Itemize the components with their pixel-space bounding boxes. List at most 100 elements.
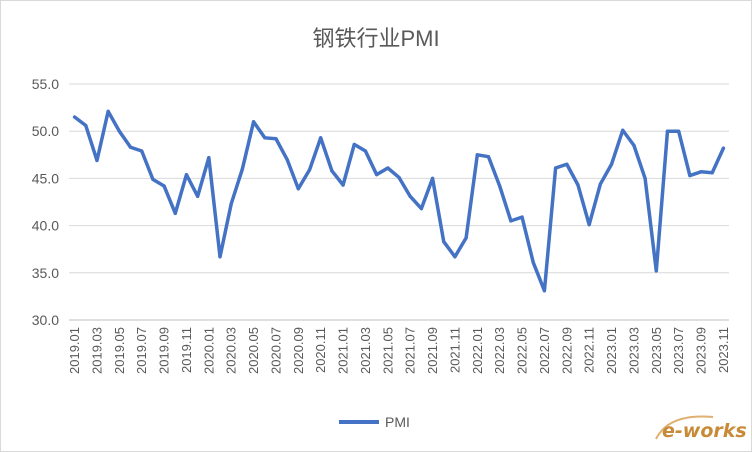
data-point: [721, 146, 726, 150]
data-point: [162, 184, 166, 188]
data-point: [375, 173, 379, 177]
data-point: [95, 158, 99, 163]
data-point: [408, 194, 412, 198]
data-point: [184, 173, 189, 177]
data-point: [128, 145, 133, 149]
data-point: [677, 129, 681, 133]
x-tick-label: 2020.11: [313, 327, 328, 373]
data-point: [554, 166, 558, 170]
data-point: [486, 155, 491, 159]
data-point: [498, 184, 502, 188]
data-point: [531, 260, 535, 265]
data-point: [319, 136, 323, 140]
data-point: [72, 115, 77, 119]
x-tick-label: 2020.05: [246, 327, 261, 374]
data-point: [442, 240, 446, 244]
x-tick-label: 2019.09: [157, 327, 172, 374]
x-tick-label: 2021.01: [336, 327, 351, 374]
x-tick-label: 2022.09: [559, 327, 574, 374]
data-point: [140, 149, 144, 153]
data-point: [307, 168, 312, 172]
data-point: [106, 109, 110, 113]
x-tick-label: 2022.05: [515, 327, 530, 374]
data-point: [386, 166, 390, 170]
data-point: [419, 207, 423, 211]
x-tick-label: 2019.07: [134, 327, 149, 374]
data-point: [251, 120, 256, 124]
data-point: [117, 129, 121, 133]
data-point: [274, 137, 278, 141]
data-point: [341, 183, 345, 187]
data-point: [285, 157, 289, 162]
data-point: [565, 162, 569, 166]
y-tick-label: 55.0: [32, 76, 59, 92]
x-tick-label: 2021.05: [380, 327, 395, 374]
x-tick-label: 2023.01: [604, 327, 619, 374]
data-point: [84, 123, 88, 128]
data-point: [151, 177, 155, 181]
y-tick-label: 50.0: [32, 123, 59, 139]
data-point: [643, 176, 647, 180]
data-point: [609, 162, 614, 166]
legend: PMI: [339, 414, 410, 430]
x-axis-ticks: 2019.01 2019.03 2019.05 2019.07 2019.09 2019.…: [67, 327, 731, 374]
x-tick-label: 2021.09: [425, 327, 440, 374]
x-tick-label: 2019.11: [179, 327, 194, 373]
x-tick-label: 2020.03: [224, 327, 239, 374]
data-point: [699, 170, 703, 174]
data-point: [688, 173, 692, 178]
data-point: [218, 255, 222, 259]
series-line-pmi: [72, 109, 726, 293]
data-point: [520, 215, 524, 219]
data-point: [621, 128, 625, 132]
x-tick-label: 2021.07: [403, 327, 418, 374]
x-tick-label: 2020.09: [291, 327, 306, 374]
y-axis-ticks: 30.0 35.0 40.0 45.0 50.0 55.0: [32, 76, 59, 328]
data-point: [587, 223, 591, 227]
x-tick-label: 2022.03: [492, 327, 507, 374]
data-point: [632, 143, 636, 147]
data-point: [665, 129, 670, 133]
y-tick-label: 40.0: [32, 218, 59, 234]
data-point: [196, 194, 200, 198]
data-point: [509, 219, 513, 223]
x-tick-label: 2019.05: [112, 327, 127, 374]
x-tick-label: 2023.03: [626, 327, 641, 374]
data-point: [475, 153, 479, 157]
x-tick-label: 2022.07: [537, 327, 552, 374]
watermark-swoosh: [655, 415, 714, 440]
series-group: [72, 109, 726, 293]
x-tick-label: 2022.01: [470, 327, 485, 374]
x-tick-label: 2023.09: [694, 327, 709, 374]
x-tick-label: 2020.01: [201, 327, 216, 374]
data-point: [240, 167, 244, 171]
y-tick-label: 45.0: [32, 170, 59, 186]
data-point: [229, 202, 233, 206]
data-point: [576, 183, 580, 187]
chart-title: 钢铁行业PMI: [312, 26, 439, 51]
x-tick-label: 2023.11: [716, 327, 731, 373]
legend-label-pmi: PMI: [385, 414, 410, 430]
y-tick-label: 30.0: [32, 312, 59, 328]
x-tick-label: 2019.03: [89, 327, 104, 374]
data-point: [263, 136, 267, 140]
watermark-text: e-works: [662, 420, 747, 442]
data-point: [330, 169, 334, 173]
data-point: [363, 149, 368, 153]
data-point: [464, 236, 468, 240]
data-point: [173, 211, 177, 215]
data-point: [430, 176, 435, 180]
x-tick-label: 2023.07: [671, 327, 686, 374]
x-tick-label: 2019.01: [67, 327, 82, 374]
data-point: [654, 269, 658, 273]
data-point: [598, 182, 602, 186]
x-tick-label: 2023.05: [649, 327, 664, 374]
watermark-logo: e-works: [655, 415, 747, 442]
x-tick-label: 2022.11: [582, 327, 597, 373]
x-tick-label: 2021.11: [447, 327, 462, 373]
data-point: [352, 142, 356, 147]
y-tick-label: 35.0: [32, 265, 59, 281]
data-point: [453, 255, 457, 259]
